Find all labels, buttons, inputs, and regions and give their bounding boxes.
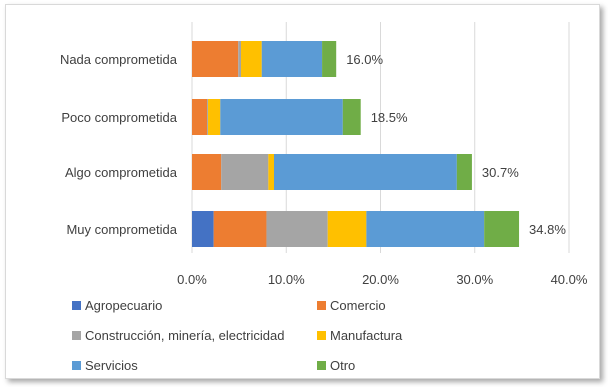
bar-segment-1-5 (342, 99, 361, 135)
legend-swatch-1 (317, 301, 326, 310)
category-label-0: Nada comprometida (60, 52, 178, 67)
legend-swatch-0 (72, 301, 81, 310)
legend-label-2: Construcción, minería, electricidad (85, 328, 284, 343)
category-label-2: Algo comprometida (65, 165, 178, 180)
bar-segment-1-4 (220, 99, 343, 135)
total-label-1: 18.5% (371, 110, 408, 125)
legend-label-4: Servicios (85, 358, 138, 373)
bars (192, 41, 520, 247)
bar-segment-1-3 (208, 99, 221, 135)
x-tick-label-1: 10.0% (268, 272, 305, 287)
bar-segment-3-5 (484, 211, 520, 247)
bar-segment-3-4 (366, 211, 485, 247)
total-label-0: 16.0% (346, 52, 383, 67)
bar-segment-3-3 (327, 211, 367, 247)
total-label-3: 34.8% (529, 222, 566, 237)
legend-label-5: Otro (330, 358, 355, 373)
x-tick-label-3: 30.0% (456, 272, 493, 287)
legend-label-0: Agropecuario (85, 298, 162, 313)
x-tick-label-2: 20.0% (362, 272, 399, 287)
legend-label-3: Manufactura (330, 328, 403, 343)
bar-segment-0-3 (241, 41, 262, 77)
bar-segment-0-1 (192, 41, 239, 77)
bar-segment-1-1 (192, 99, 208, 135)
bar-segment-3-2 (266, 211, 328, 247)
x-tick-label-4: 40.0% (551, 272, 588, 287)
total-label-2: 30.7% (482, 165, 519, 180)
bar-segment-2-4 (273, 154, 457, 190)
category-label-3: Muy comprometida (66, 222, 177, 237)
bar-segment-3-0 (192, 211, 214, 247)
legend-swatch-3 (317, 331, 326, 340)
bar-segment-0-4 (261, 41, 323, 77)
bar-segment-0-5 (322, 41, 337, 77)
bar-segment-2-3 (268, 154, 274, 190)
category-label-1: Poco comprometida (61, 110, 177, 125)
bar-segment-1-2 (207, 99, 209, 135)
legend-label-1: Comercio (330, 298, 386, 313)
bar-segment-3-1 (213, 211, 267, 247)
x-tick-label-0: 0.0% (177, 272, 207, 287)
total-labels: 16.0% 18.5% 30.7% 34.8% (346, 52, 566, 237)
legend-swatch-4 (72, 361, 81, 370)
legend-swatch-5 (317, 361, 326, 370)
bar-segment-2-1 (192, 154, 222, 190)
category-labels: Nada comprometida Poco comprometida Algo c… (60, 52, 178, 237)
bar-segment-0-2 (238, 41, 242, 77)
bar-segment-2-5 (456, 154, 472, 190)
bar-segment-2-2 (221, 154, 269, 190)
legend-swatch-2 (72, 331, 81, 340)
x-axis-tick-labels: 0.0% 10.0% 20.0% 30.0% 40.0% (177, 272, 588, 287)
legend: Agropecuario Comercio Construcción, minerí… (72, 298, 403, 373)
